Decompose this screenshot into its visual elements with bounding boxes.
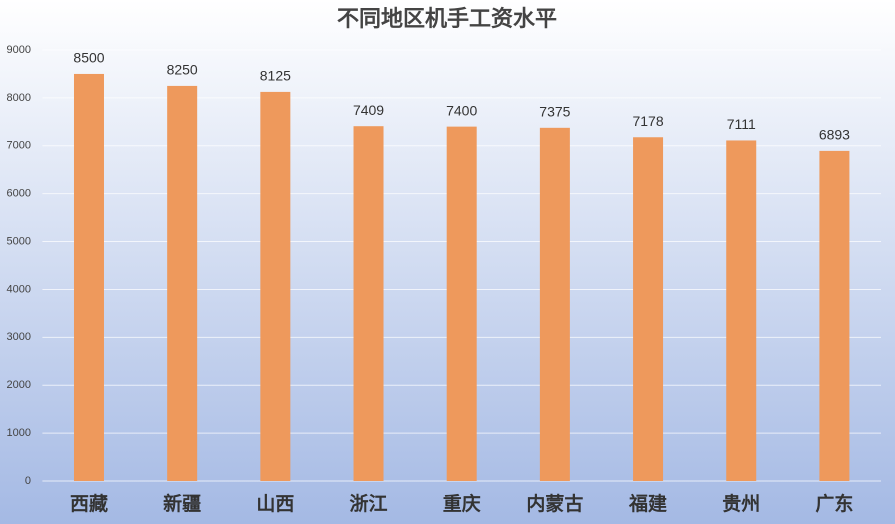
x-tick-label: 福建 (628, 492, 667, 515)
data-label: 7178 (632, 113, 663, 129)
data-label: 6893 (819, 127, 850, 143)
x-tick-label: 贵州 (722, 493, 760, 515)
y-tick-label: 8000 (7, 92, 31, 104)
bar (73, 73, 104, 481)
bar (539, 127, 570, 481)
x-tick-label: 新疆 (163, 492, 201, 515)
chart-title: 不同地区机手工资水平 (337, 6, 557, 32)
data-label: 7409 (353, 102, 384, 118)
data-label: 8500 (73, 50, 104, 66)
data-label: 7111 (727, 116, 756, 132)
y-tick-label: 4000 (7, 283, 31, 295)
bar (633, 137, 664, 482)
y-tick-label: 7000 (7, 140, 31, 152)
y-tick-label: 1000 (7, 427, 31, 439)
bar (726, 140, 757, 482)
bar (167, 85, 198, 482)
data-label: 8250 (167, 62, 198, 78)
bar (353, 126, 384, 481)
x-tick-label: 广东 (815, 492, 853, 515)
x-tick-label: 内蒙古 (526, 492, 583, 515)
y-tick-label: 6000 (7, 188, 31, 200)
y-tick-label: 2000 (7, 379, 31, 391)
data-label: 7375 (539, 104, 570, 120)
x-tick-label: 山西 (256, 493, 294, 515)
y-tick-label: 0 (25, 475, 31, 487)
x-tick-label: 浙江 (350, 492, 388, 515)
x-tick-label: 西藏 (70, 492, 108, 515)
data-label: 8125 (260, 68, 291, 84)
x-tick-label: 重庆 (443, 492, 481, 515)
bar (260, 91, 291, 482)
y-tick-label: 5000 (7, 235, 31, 247)
y-tick-label: 9000 (7, 44, 31, 56)
data-label: 7400 (446, 102, 477, 118)
bar (819, 150, 850, 481)
bar (446, 126, 477, 481)
y-tick-label: 3000 (7, 331, 31, 343)
